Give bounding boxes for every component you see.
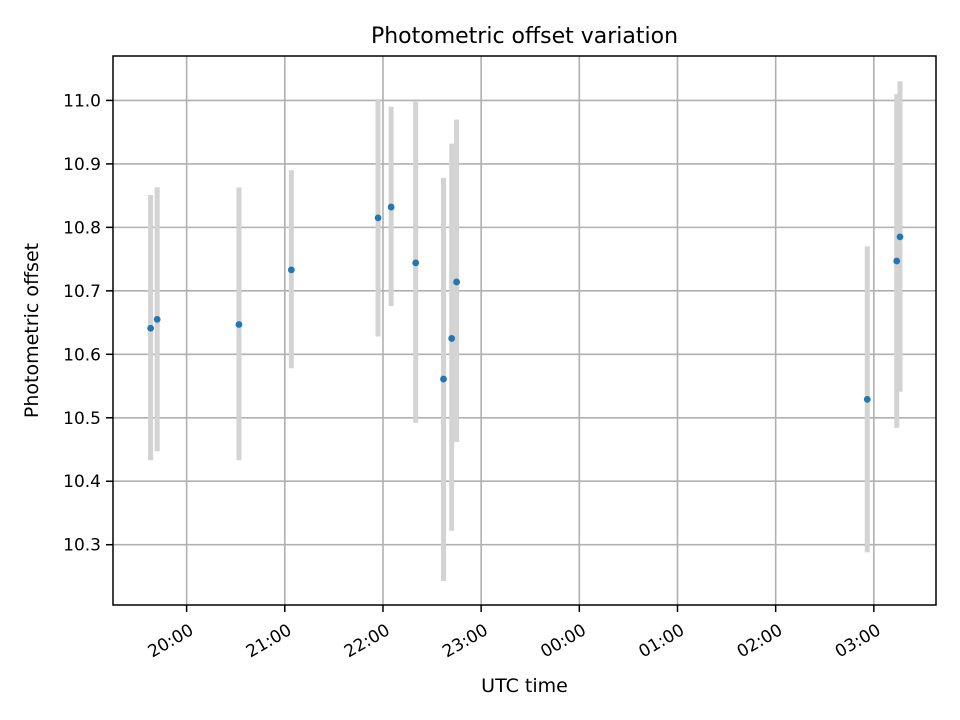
- y-tick-label: 10.8: [63, 218, 101, 238]
- data-point: [153, 315, 161, 323]
- y-tick-label: 10.6: [63, 345, 101, 365]
- y-axis-label: Photometric offset: [21, 243, 43, 418]
- data-point: [863, 395, 871, 403]
- data-point: [287, 266, 295, 274]
- data-point: [147, 324, 155, 332]
- data-point: [893, 257, 901, 265]
- plot-area: [113, 56, 936, 605]
- y-tick-label: 10.5: [63, 409, 101, 429]
- data-point: [235, 321, 243, 328]
- y-tick-label: 10.3: [63, 536, 101, 556]
- grid-lines: [113, 56, 936, 605]
- data-point: [448, 335, 456, 342]
- plot-frame: [112, 55, 937, 606]
- y-tick-label: 11.0: [63, 91, 101, 111]
- y-tick-label: 10.4: [63, 472, 101, 492]
- data-points: [147, 203, 904, 403]
- data-point: [453, 278, 460, 286]
- chart-title: Photometric offset variation: [371, 24, 678, 49]
- data-point: [440, 375, 447, 383]
- data-point: [374, 214, 382, 222]
- data-point: [896, 233, 904, 241]
- data-point: [412, 259, 420, 267]
- y-axis-ticks: 10.3 10.4 10.5 10.6 10.7 10.8 10.9 11.0: [63, 91, 113, 556]
- data-point: [387, 203, 395, 211]
- y-tick-label: 10.7: [63, 282, 101, 302]
- y-tick-label: 10.9: [63, 155, 101, 175]
- x-axis-label: UTC time: [481, 675, 568, 697]
